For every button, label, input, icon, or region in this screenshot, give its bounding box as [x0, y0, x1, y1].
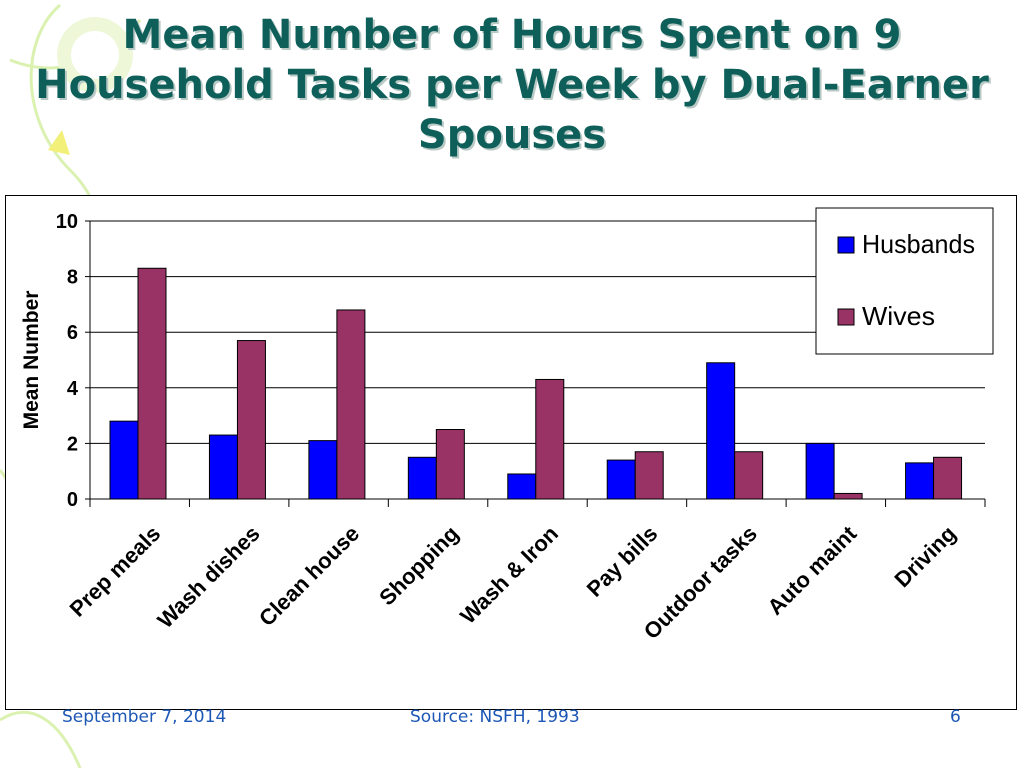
bar-wives-prep-meals — [137, 267, 167, 500]
x-tick-label: Wash & Iron — [455, 521, 563, 629]
legend-box — [815, 207, 994, 355]
bar-husbands-auto-maint — [805, 442, 835, 500]
y-axis-label: Mean Number — [20, 291, 43, 430]
bar-husbands-clean-house — [308, 440, 338, 500]
legend-swatch-wives — [837, 308, 855, 326]
x-tick-label: Wash dishes — [153, 521, 265, 633]
page-number: 6 — [950, 707, 961, 727]
bar-wives-auto-maint — [833, 492, 863, 500]
x-tick-label: Prep meals — [65, 521, 166, 622]
bar-husbands-wash-iron — [507, 473, 537, 500]
x-tick-label: Driving — [890, 521, 961, 592]
bar-husbands-outdoor-tasks — [706, 362, 736, 500]
footer-source: Source: NSFH, 1993 — [410, 707, 580, 727]
y-tick-label: 0 — [67, 489, 78, 511]
bar-wives-driving — [933, 456, 963, 500]
bar-wives-wash-iron — [535, 378, 565, 500]
x-tick-label: Shopping — [374, 521, 463, 610]
x-tick-label: Pay bills — [582, 521, 663, 602]
legend-swatch-husbands — [837, 236, 855, 254]
y-tick-label: 10 — [56, 211, 78, 233]
x-tick-label: Auto maint — [762, 520, 861, 619]
chart-frame: 0 2 4 6 8 10 Mean Number Prep meals Wash dishes C… — [5, 195, 1017, 710]
bar-wives-outdoor-tasks — [734, 451, 764, 500]
bar-husbands-pay-bills — [606, 459, 636, 500]
y-tick-label: 2 — [67, 433, 78, 455]
bar-wives-wash-dishes — [236, 340, 266, 500]
y-tick-label: 6 — [67, 322, 78, 344]
x-tick-label: Clean house — [254, 521, 364, 631]
y-tick-label: 4 — [67, 378, 79, 400]
bar-wives-pay-bills — [634, 451, 664, 500]
bar-husbands-shopping — [407, 456, 437, 500]
y-tick-label: 8 — [67, 267, 78, 289]
bar-husbands-wash-dishes — [208, 434, 238, 500]
slide-title: Mean Number of Hours Spent on 9 Househol… — [35, 12, 989, 158]
bar-wives-clean-house — [336, 309, 366, 500]
legend-label-husbands: Husbands — [862, 229, 975, 259]
bar-husbands-prep-meals — [109, 420, 139, 500]
legend-label-wives: Wives — [862, 301, 935, 331]
bar-wives-shopping — [435, 429, 465, 500]
footer-date: September 7, 2014 — [62, 707, 227, 727]
bar-husbands-driving — [905, 462, 935, 500]
